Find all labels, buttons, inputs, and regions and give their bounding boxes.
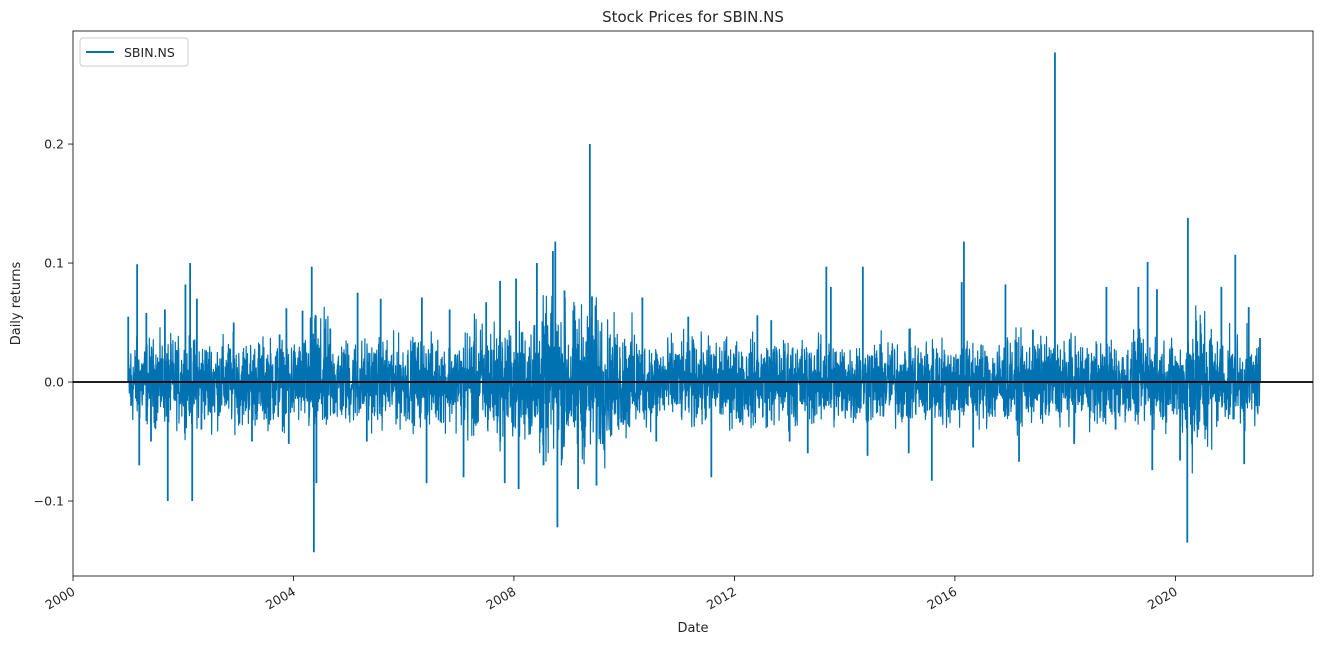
x-axis-label: Date <box>677 621 708 636</box>
x-tick-label: 2004 <box>263 584 298 613</box>
x-tick-label: 2012 <box>704 584 739 613</box>
series-line-band <box>127 295 1261 474</box>
y-tick-label: 0.2 <box>44 137 64 152</box>
y-axis-label: Daily returns <box>9 262 24 346</box>
legend-entry: SBIN.NS <box>124 45 175 60</box>
legend-box <box>79 37 189 67</box>
y-axis: −0.1 0.0 0.1 0.2 <box>34 137 73 509</box>
series-spikes <box>127 52 1261 553</box>
x-tick-label: 2020 <box>1145 584 1180 613</box>
x-tick-label: 2008 <box>483 584 518 613</box>
series-noise-band <box>127 295 1261 474</box>
x-tick-label: 2016 <box>924 584 959 613</box>
y-tick-label: 0.1 <box>44 256 64 271</box>
x-tick-label: 2000 <box>42 584 77 613</box>
legend: SBIN.NS <box>79 37 189 67</box>
plot-frame <box>72 30 1314 577</box>
y-tick-label: 0.0 <box>44 375 64 390</box>
y-tick-label: −0.1 <box>34 494 64 509</box>
x-axis: 2000 2004 2008 2012 2016 2020 <box>42 576 1180 613</box>
chart-title: Stock Prices for SBIN.NS <box>602 8 784 26</box>
